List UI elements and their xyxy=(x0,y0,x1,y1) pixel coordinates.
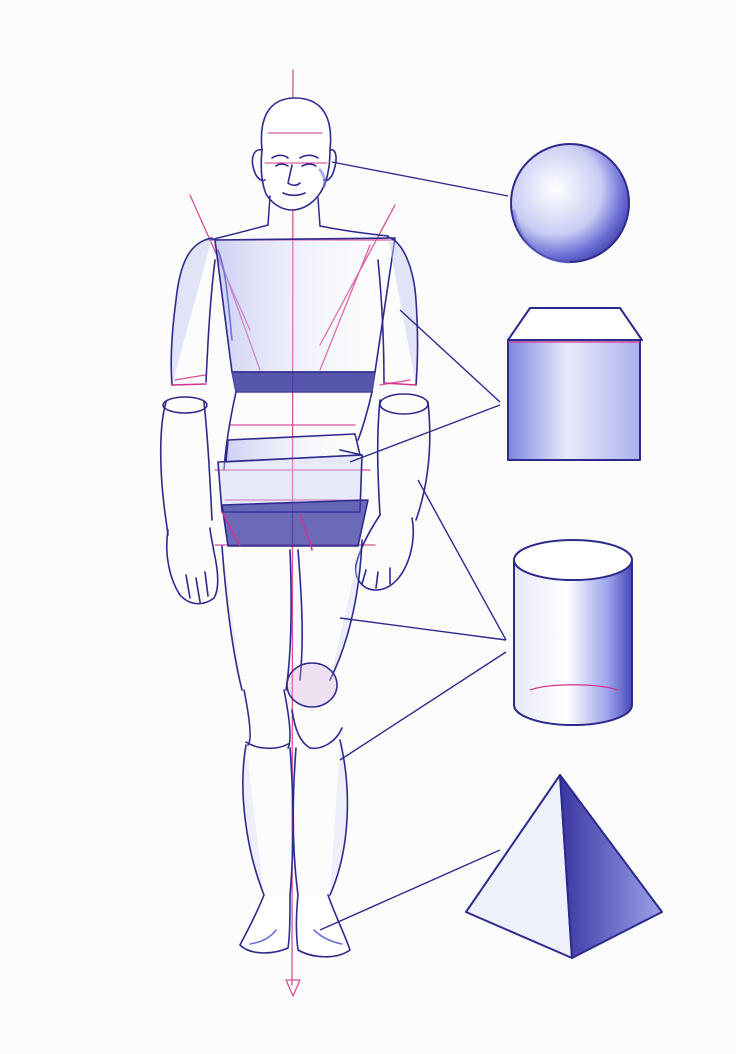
cylinder-shape xyxy=(513,539,633,726)
box-shape xyxy=(507,307,643,461)
figure-group xyxy=(159,69,431,997)
neck xyxy=(209,195,389,241)
sphere-shape xyxy=(510,143,630,264)
head xyxy=(251,97,337,211)
chest-box xyxy=(214,237,396,393)
connector-lines xyxy=(319,161,509,931)
feet xyxy=(239,894,351,958)
abdomen-box xyxy=(217,391,373,513)
pyramid-shape xyxy=(465,774,663,959)
pelvis-box xyxy=(221,499,369,551)
arms xyxy=(159,236,431,605)
legs xyxy=(221,539,363,896)
